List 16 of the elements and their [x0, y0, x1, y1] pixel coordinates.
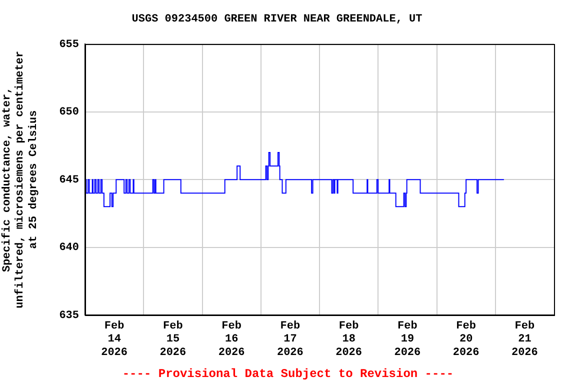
chart-title: USGS 09234500 GREEN RIVER NEAR GREENDALE, UT — [132, 13, 423, 26]
x-tick-label: Feb 14 2026 — [101, 320, 128, 359]
x-tick-label: Feb 21 2026 — [511, 320, 538, 359]
text: ---- Provisional Data Subject to Revision ---- — [121, 367, 455, 381]
y-tick-label: 650 — [59, 106, 79, 119]
y-tick-label: 645 — [59, 174, 80, 186]
x-tick-label: Feb 19 2026 — [394, 320, 421, 359]
x-tick-label: Feb 20 2026 — [452, 320, 480, 359]
x-tick-label: Feb 18 2026 — [336, 320, 362, 359]
y-axis-title: Specific conductance, water, unfiltered, microsiemens per centimeter at 25 degrees Celsius — [0, 50, 40, 308]
y-tick-label: 635 — [59, 310, 80, 322]
x-tick-label: Feb 17 2026 — [276, 320, 304, 359]
x-tick-label: Feb 15 2026 — [160, 320, 186, 359]
y-tick-label: 655 — [59, 38, 80, 51]
y-tick-label: 640 — [59, 242, 79, 254]
x-tick-label: Feb 16 2026 — [218, 320, 245, 359]
